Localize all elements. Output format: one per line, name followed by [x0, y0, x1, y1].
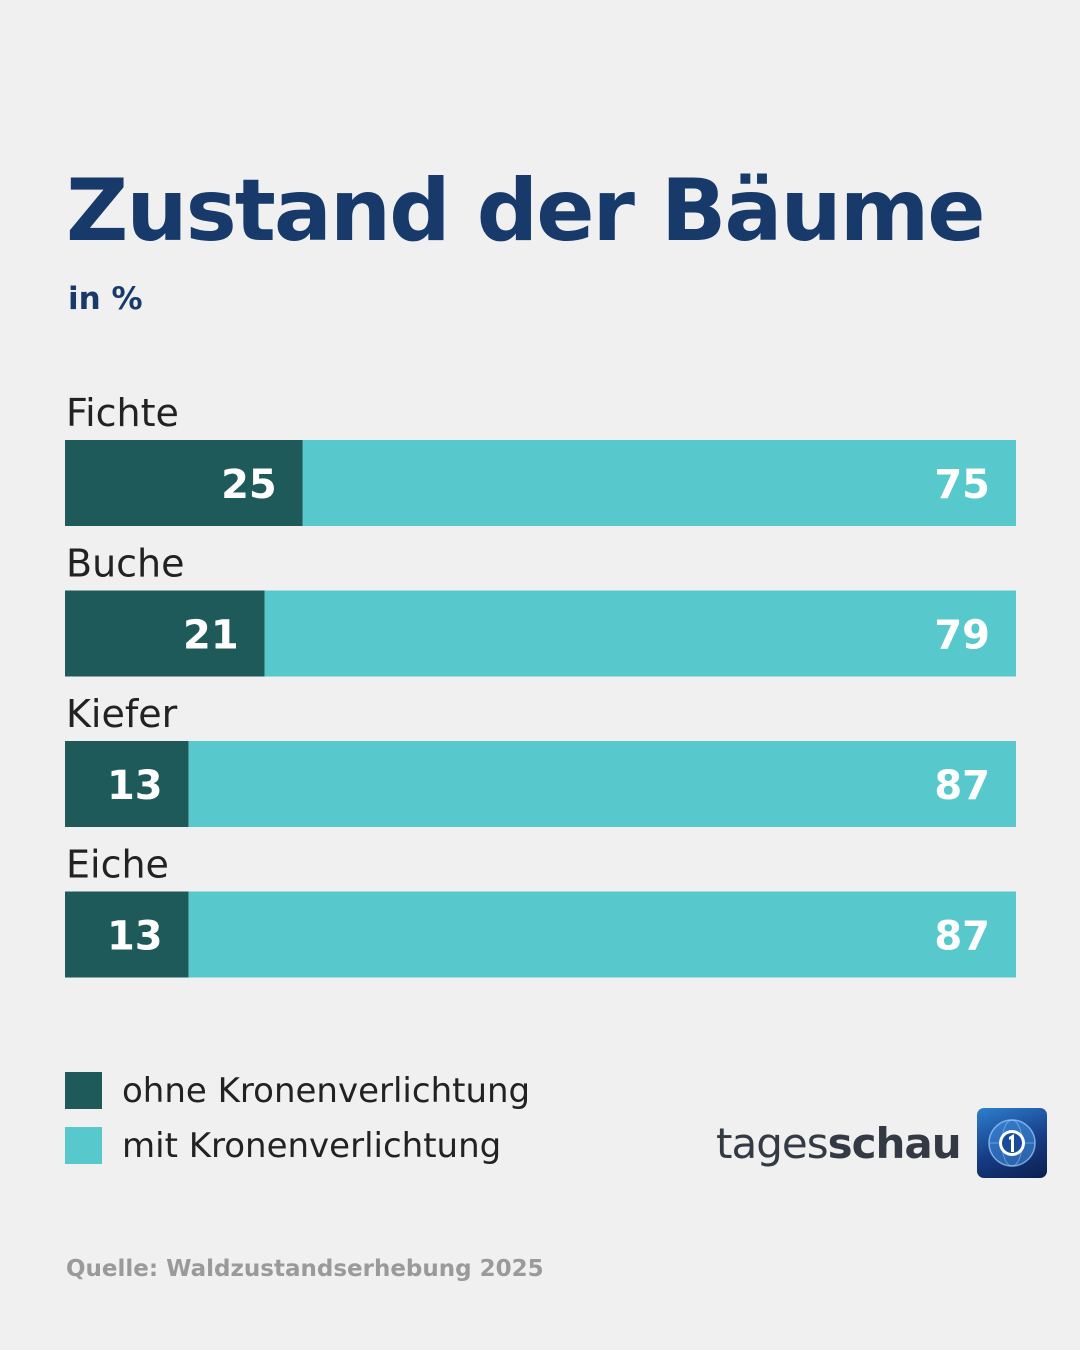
category-label: Fichte: [66, 391, 179, 435]
legend-swatch-ohne: [65, 1072, 102, 1109]
legend-item-mit: mit Kronenverlichtung: [65, 1125, 530, 1166]
tagesschau-1-globe-icon: [976, 1108, 1047, 1178]
bar-value-label: 13: [107, 914, 163, 960]
bar-segment-mit: [188, 891, 1016, 978]
legend-label-ohne: ohne Kronenverlichtung: [122, 1070, 531, 1111]
bar-segment-ohne: [65, 741, 189, 827]
category-label: Eiche: [66, 843, 169, 887]
bar-value-label: 75: [934, 462, 990, 508]
category-label: Kiefer: [66, 692, 178, 736]
brand-wordmark: tagesschau: [716, 1118, 962, 1168]
brand-text-regular: tages: [716, 1118, 829, 1168]
bar-value-label: 25: [221, 462, 277, 508]
bar-value-label: 87: [934, 914, 990, 960]
chart-title: Zustand der Bäume: [66, 161, 986, 261]
legend-item-ohne: ohne Kronenverlichtung: [65, 1070, 531, 1111]
legend-label-mit: mit Kronenverlichtung: [122, 1125, 502, 1166]
tagesschau-brand: tagesschau: [716, 1108, 1047, 1178]
brand-text-bold: schau: [827, 1118, 962, 1168]
bar-segment-ohne: [65, 891, 189, 978]
bar-value-label: 87: [934, 763, 990, 809]
chart-subtitle: in %: [68, 281, 143, 317]
bar-segment-mit: [302, 440, 1016, 526]
legend: ohne Kronenverlichtung mit Kronenverlich…: [65, 1070, 531, 1182]
bar-segment-ohne: [65, 440, 303, 526]
bar-value-label: 79: [934, 613, 990, 659]
category-label: Buche: [66, 542, 185, 586]
source-note: Quelle: Waldzustandserhebung 2025: [66, 1256, 544, 1282]
legend-swatch-mit: [65, 1127, 102, 1164]
bar-value-label: 13: [107, 763, 163, 809]
bar-segment-mit: [188, 741, 1016, 827]
stacked-bar-chart: Fichte 25 75 Buche 21 79 Kiefer 13 87 Eiche 13 87: [65, 391, 1017, 978]
bar-value-label: 21: [183, 613, 239, 659]
bar-segment-ohne: [65, 590, 265, 677]
bar-segment-mit: [264, 590, 1017, 677]
